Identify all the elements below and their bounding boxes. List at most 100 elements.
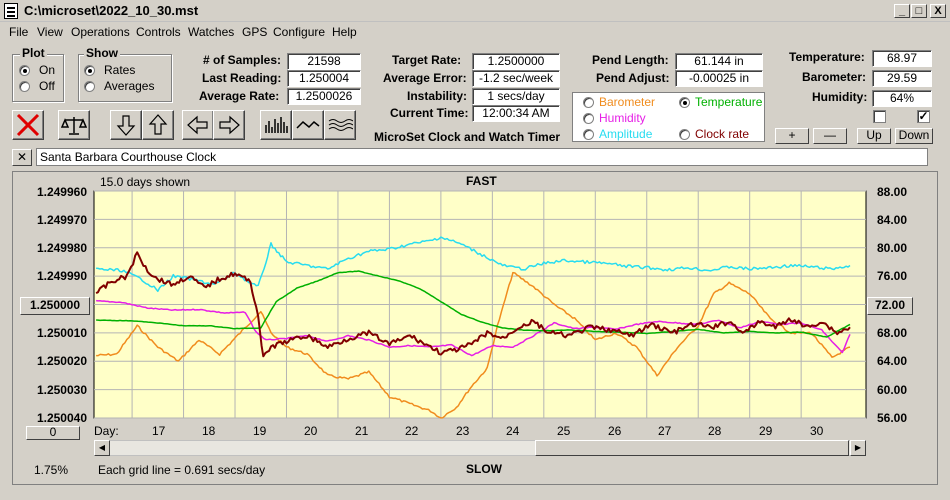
menu-help[interactable]: Help bbox=[332, 25, 357, 39]
arrow-right-icon bbox=[219, 115, 240, 135]
arrow-left-icon bbox=[187, 115, 208, 135]
scroll-right-arrow-icon[interactable]: ▶ bbox=[850, 440, 866, 456]
balance-button[interactable] bbox=[58, 110, 90, 140]
barometer-option: Barometer bbox=[599, 95, 656, 109]
last-reading-value: 1.250004 bbox=[287, 70, 361, 87]
temperature-value: 68.97 bbox=[872, 50, 932, 67]
clock-rate-radio[interactable] bbox=[679, 129, 690, 140]
day-axis-label: Day: bbox=[94, 424, 119, 438]
grid-note: Each grid line = 0.691 secs/day bbox=[98, 463, 266, 477]
show-group-title: Show bbox=[84, 46, 120, 60]
horizontal-grid bbox=[94, 190, 866, 419]
move-down-button[interactable] bbox=[110, 110, 142, 140]
y-right-tick: 60.00 bbox=[876, 383, 907, 397]
clock-rate-option: Clock rate bbox=[695, 127, 750, 141]
center-left-button[interactable]: 1.250000 bbox=[20, 297, 90, 315]
y-right-tick: 68.00 bbox=[876, 326, 907, 340]
instability-value: 1 secs/day bbox=[472, 88, 560, 105]
temperature-label: Temperature: bbox=[789, 50, 865, 64]
fast-label: FAST bbox=[466, 174, 497, 188]
current-time-value: 12:00:34 AM bbox=[472, 105, 560, 122]
average-error-label: Average Error: bbox=[383, 71, 467, 85]
show-averages-radio[interactable] bbox=[84, 81, 95, 92]
amplitude-radio[interactable] bbox=[583, 129, 594, 140]
x-tick-label: 18 bbox=[202, 424, 216, 438]
menu-file[interactable]: File bbox=[9, 25, 29, 39]
line-graph-button[interactable] bbox=[292, 110, 324, 140]
humidity-value: 64% bbox=[872, 90, 932, 107]
minimize-button[interactable]: _ bbox=[894, 4, 910, 18]
bar-graph-icon bbox=[265, 117, 288, 133]
y-left-tick: 1.249980 bbox=[36, 241, 87, 255]
menu-watches[interactable]: Watches bbox=[188, 25, 235, 39]
menu-operations[interactable]: Operations bbox=[71, 25, 130, 39]
arrow-down-icon bbox=[116, 115, 136, 136]
wave-icon bbox=[328, 119, 353, 131]
plot-off-radio[interactable] bbox=[19, 81, 30, 92]
x-tick-label: 17 bbox=[152, 424, 166, 438]
maximize-button[interactable]: □ bbox=[911, 4, 927, 18]
vertical-grid bbox=[131, 191, 802, 418]
barometer-label: Barometer: bbox=[802, 70, 867, 84]
average-error-value: -1.2 sec/week bbox=[472, 70, 560, 87]
menu-configure[interactable]: Configure bbox=[273, 25, 326, 39]
plot-on-label: On bbox=[39, 63, 56, 77]
center-right-button[interactable]: 72.00 bbox=[867, 297, 913, 315]
humidity-option: Humidity bbox=[599, 111, 646, 125]
humidity-radio[interactable] bbox=[583, 113, 594, 124]
target-rate-label: Target Rate: bbox=[392, 53, 462, 67]
pend-length-value: 61.144 in bbox=[675, 53, 763, 70]
axis-down-button[interactable]: Down bbox=[895, 128, 933, 144]
balance-scale-icon bbox=[61, 117, 87, 135]
move-up-button[interactable] bbox=[142, 110, 174, 140]
menu-bar: File View Operations Controls Watches GP… bbox=[0, 22, 950, 42]
wave-graph-button[interactable] bbox=[324, 110, 356, 140]
zoom-label: 1.75% bbox=[34, 463, 69, 477]
barometer-radio[interactable] bbox=[583, 97, 594, 108]
clock-name-field[interactable]: Santa Barbara Courthouse Clock bbox=[36, 148, 928, 166]
clock-close-button[interactable]: ✕ bbox=[12, 149, 32, 166]
axis-up-button[interactable]: Up bbox=[857, 128, 891, 144]
samples-label: # of Samples: bbox=[203, 53, 282, 67]
clear-button[interactable] bbox=[12, 110, 44, 140]
y-right-tick: 84.00 bbox=[876, 213, 907, 227]
menu-view[interactable]: View bbox=[37, 25, 63, 39]
histogram-button[interactable] bbox=[260, 110, 292, 140]
target-rate-value: 1.2500000 bbox=[472, 53, 560, 70]
plot-off-label: Off bbox=[39, 79, 55, 93]
x-tick-label: 24 bbox=[506, 424, 520, 438]
amplitude-option: Amplitude bbox=[599, 127, 653, 141]
graph-select-box bbox=[572, 92, 765, 142]
temperature-radio[interactable] bbox=[679, 97, 690, 108]
plot-on-radio[interactable] bbox=[19, 65, 30, 76]
days-shown-label: 15.0 days shown bbox=[100, 175, 191, 189]
scroll-right-button[interactable] bbox=[213, 110, 245, 140]
menu-gps[interactable]: GPS bbox=[242, 25, 268, 39]
scrollbar-thumb[interactable] bbox=[535, 440, 849, 456]
y-right-tick: 88.00 bbox=[876, 185, 907, 199]
axis-minus-button[interactable]: — bbox=[813, 128, 847, 144]
series-line-clock-rate bbox=[95, 251, 851, 358]
temperature-option: Temperature bbox=[695, 95, 763, 109]
show-group bbox=[78, 54, 172, 102]
zero-button[interactable]: 0 bbox=[26, 426, 80, 440]
scroll-left-arrow-icon[interactable]: ◀ bbox=[94, 440, 110, 456]
instability-label: Instability: bbox=[407, 89, 468, 103]
title-bar: C:\microset\2022_10_30.mst _ □ X bbox=[0, 0, 950, 22]
show-averages-label: Averages bbox=[104, 79, 155, 93]
y-left-tick: 1.250010 bbox=[36, 326, 87, 340]
right-checkbox[interactable]: ✓ bbox=[917, 109, 930, 123]
app-icon[interactable] bbox=[4, 3, 18, 19]
axis-plus-button[interactable]: + bbox=[775, 128, 809, 144]
samples-value: 21598 bbox=[287, 53, 361, 70]
close-button[interactable]: X bbox=[930, 4, 946, 18]
menu-controls[interactable]: Controls bbox=[136, 25, 181, 39]
left-checkbox[interactable] bbox=[873, 110, 886, 123]
y-left-tick: 1.250030 bbox=[36, 383, 87, 397]
y-right-tick: 76.00 bbox=[876, 269, 907, 283]
series-line-temperature bbox=[96, 270, 851, 338]
plot-group-title: Plot bbox=[20, 46, 47, 60]
y-right-tick: 64.00 bbox=[876, 354, 907, 368]
window-title: C:\microset\2022_10_30.mst bbox=[24, 3, 199, 18]
show-rates-radio[interactable] bbox=[84, 65, 95, 76]
